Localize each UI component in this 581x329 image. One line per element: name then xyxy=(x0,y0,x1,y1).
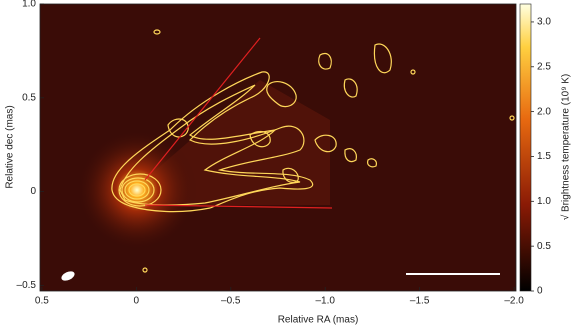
y-tick-label: 1.0 xyxy=(22,0,36,10)
y-tick-label: 0.5 xyxy=(22,92,36,103)
x-axis-label: Relative RA (mas) xyxy=(278,315,359,326)
x-tick-label: 0 xyxy=(134,296,140,307)
colorbar-tick-label: 2.5 xyxy=(537,61,551,72)
x-tick-label: 0.5 xyxy=(35,296,49,307)
colorbar-tick-label: 1.5 xyxy=(537,151,551,162)
x-tick-label: –1.5 xyxy=(410,296,430,307)
y-tick-label: –0.5 xyxy=(17,280,37,291)
colorbar-tick-label: 3.0 xyxy=(537,17,551,28)
y-axis-label: Relative dec (mas) xyxy=(5,105,16,188)
x-tick-label: –2.0 xyxy=(504,296,524,307)
x-tick-label: –1.0 xyxy=(315,296,335,307)
colorbar-tick-label: 0 xyxy=(537,286,543,297)
plot-frame xyxy=(39,3,517,292)
colorbar-label: √ Brightness temperature (10⁹ K) xyxy=(560,74,572,221)
x-tick-label: –0.5 xyxy=(221,296,241,307)
jet-edge-line xyxy=(144,204,333,209)
contours xyxy=(111,29,515,273)
colorbar-tick-label: 2.0 xyxy=(537,106,551,117)
beam xyxy=(61,271,75,281)
jet-edge-line xyxy=(144,37,261,181)
image xyxy=(40,4,516,291)
colorbar xyxy=(519,3,532,292)
colorbar-tick-label: 1.0 xyxy=(537,196,551,207)
colorbar-tick-label: 0.5 xyxy=(537,241,551,252)
y-tick-label: 0 xyxy=(30,186,36,197)
